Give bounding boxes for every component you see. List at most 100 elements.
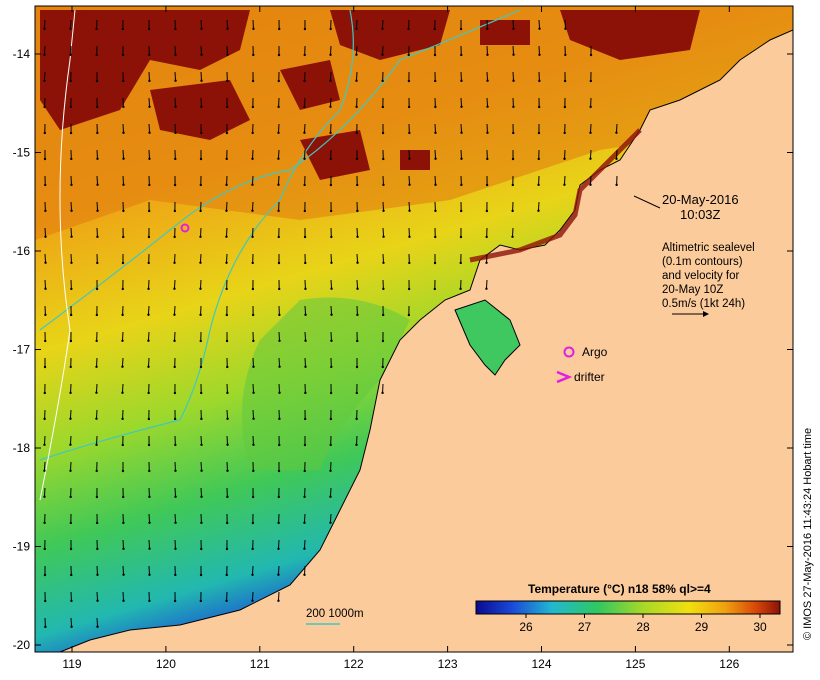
info-line: and velocity for (662, 270, 740, 282)
velocity-arrow (277, 175, 280, 185)
velocity-arrow (512, 19, 515, 29)
info-line: 20-May 10Z (662, 284, 723, 296)
velocity-arrow-head (43, 365, 47, 369)
velocity-arrow-head (96, 573, 99, 577)
velocity-arrow-head (148, 469, 151, 473)
velocity-arrow-head (589, 131, 592, 134)
velocity-arrow-head (356, 339, 359, 343)
velocity-arrow-head (225, 521, 229, 525)
velocity-arrow-head (408, 131, 411, 135)
velocity-arrow-head (122, 209, 125, 213)
velocity-arrow-head (95, 27, 98, 31)
velocity-arrow-head (69, 365, 72, 369)
velocity-arrow (121, 357, 124, 367)
velocity-arrow-head (460, 53, 463, 57)
argo-float-marker (180, 223, 190, 233)
info-line: 0.5m/s (1kt 24h) (662, 298, 745, 310)
velocity-arrow-head (511, 183, 515, 187)
velocity-arrow (303, 539, 306, 549)
velocity-arrow-head (459, 261, 462, 265)
velocity-arrow-head (174, 443, 177, 447)
velocity-arrow-head (225, 157, 228, 161)
velocity-arrow-head (173, 391, 177, 395)
velocity-arrow-head (303, 495, 306, 499)
velocity-arrow-head (44, 183, 47, 187)
velocity-arrow (122, 149, 125, 159)
velocity-arrow-head (512, 53, 515, 56)
colorbar-tick-label: 30 (753, 620, 767, 634)
velocity-arrow-head (225, 131, 229, 135)
velocity-arrow-head (174, 27, 177, 31)
velocity-arrow-head (277, 105, 280, 109)
velocity-arrow-head (96, 209, 99, 212)
velocity-arrow-head (226, 27, 229, 30)
velocity-arrow-head (486, 27, 489, 31)
velocity-arrow-head (43, 599, 47, 603)
velocity-arrow-head (485, 183, 489, 187)
velocity-arrow-head (381, 27, 384, 30)
velocity-arrow-head (459, 235, 463, 239)
velocity-arrow-head (95, 313, 99, 317)
velocity-arrow-head (433, 287, 437, 291)
velocity-arrow-head (303, 183, 306, 187)
velocity-arrow-head (564, 27, 567, 31)
velocity-arrow-head (226, 365, 229, 369)
velocity-arrow-head (200, 131, 203, 135)
velocity-arrow (200, 71, 203, 81)
velocity-arrow-head (225, 313, 229, 317)
colorbar-title: Temperature (°C) n18 58% ql>=4 (528, 582, 711, 596)
velocity-arrow-head (251, 495, 255, 499)
king-sound-bay (454, 299, 521, 376)
velocity-arrow-head (44, 235, 47, 238)
velocity-arrows (43, 19, 618, 629)
velocity-arrow-head (408, 209, 411, 212)
x-tick-label: 123 (438, 657, 458, 671)
velocity-arrow-head (95, 287, 99, 291)
velocity-arrow-head (408, 157, 411, 161)
velocity-arrow (147, 331, 150, 341)
velocity-arrow-head (95, 53, 98, 57)
velocity-arrow (277, 123, 280, 133)
velocity-arrow-head (69, 105, 73, 109)
velocity-arrow-head (355, 53, 358, 56)
velocity-arrow (563, 175, 566, 185)
velocity-arrow-head (122, 573, 125, 576)
velocity-arrow-head (199, 235, 202, 238)
argo-legend-icon (563, 346, 575, 358)
velocity-arrow-head (615, 157, 618, 160)
velocity-arrow-head (355, 79, 358, 82)
velocity-arrow (70, 201, 73, 211)
velocity-arrow-head (199, 573, 203, 577)
velocity-arrow-head (512, 131, 515, 135)
velocity-arrow (408, 201, 411, 211)
velocity-arrow-head (277, 495, 281, 499)
velocity-arrow-head (459, 209, 463, 213)
velocity-arrow-head (173, 599, 177, 603)
velocity-arrow-head (121, 443, 124, 447)
velocity-arrow (200, 461, 203, 471)
velocity-arrow (355, 45, 358, 55)
velocity-arrow-head (70, 261, 73, 264)
colorbar-tick-label: 27 (578, 620, 592, 634)
velocity-arrow-head (278, 313, 281, 317)
velocity-arrow-head (563, 105, 567, 109)
velocity-arrow-head (225, 287, 228, 291)
velocity-arrow-head (511, 235, 514, 238)
velocity-arrow-head (615, 183, 618, 187)
velocity-arrow-head (147, 27, 151, 31)
velocity-arrow-head (303, 79, 306, 83)
velocity-arrow-head (251, 235, 254, 239)
velocity-arrow (590, 123, 592, 133)
x-tick-label: 119 (62, 657, 81, 671)
velocity-arrow-head (407, 105, 411, 109)
colorbar-ticks: 26 27 28 29 30 (519, 614, 767, 634)
velocity-arrow (121, 383, 124, 393)
velocity-arrow (278, 331, 281, 341)
velocity-arrow-head (252, 443, 255, 447)
velocity-arrow-head (121, 339, 124, 342)
velocity-arrow (251, 175, 254, 185)
velocity-arrow-head (277, 599, 280, 602)
y-axis: -14 -15 -16 -17 -18 -19 -20 (13, 47, 793, 652)
velocity-arrow (615, 149, 618, 159)
